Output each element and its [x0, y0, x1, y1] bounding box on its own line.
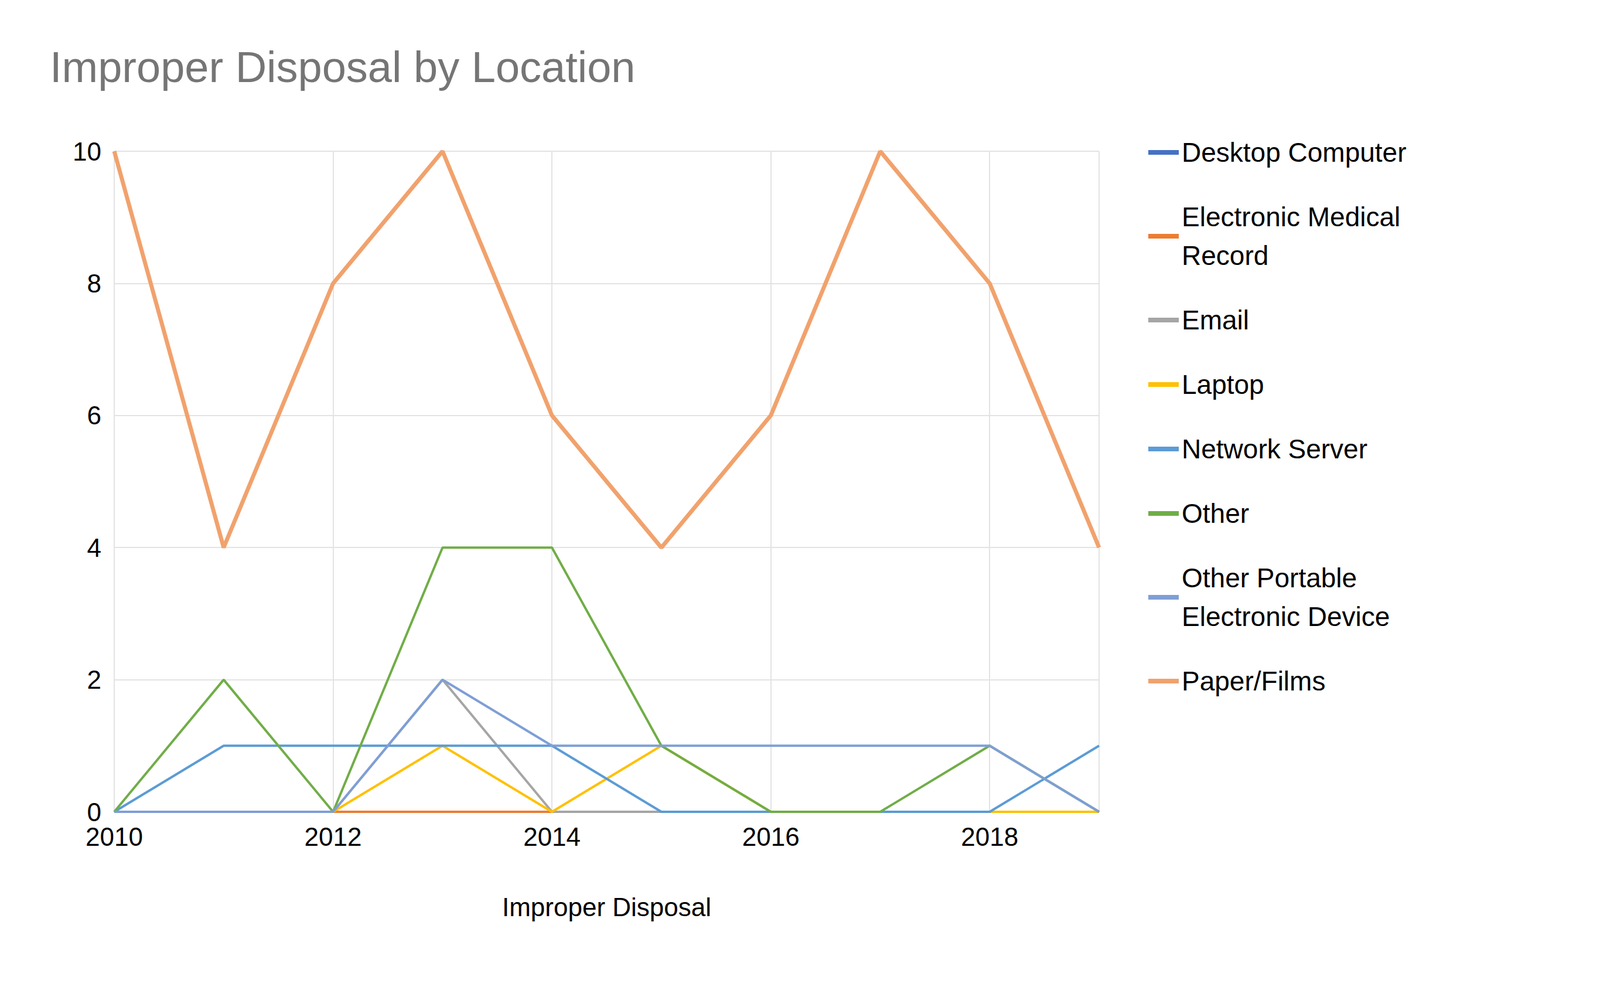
svg-text:Improper Disposal by Location: Improper Disposal by Location — [49, 42, 636, 92]
svg-text:Record: Record — [1181, 240, 1269, 271]
svg-text:2016: 2016 — [742, 821, 800, 851]
svg-text:Other Portable: Other Portable — [1181, 562, 1365, 593]
svg-text:Desktop Computer: Desktop Computer — [1181, 137, 1407, 168]
svg-text:Email: Email — [1181, 304, 1250, 336]
svg-text:2: 2 — [87, 664, 102, 694]
svg-text:0: 0 — [87, 797, 102, 826]
svg-text:Improper Disposal: Improper Disposal — [502, 892, 712, 921]
svg-text:4: 4 — [87, 533, 102, 562]
svg-text:10: 10 — [72, 137, 102, 166]
svg-text:8: 8 — [87, 268, 102, 298]
svg-text:Electronic Device: Electronic Device — [1181, 601, 1390, 632]
svg-text:2010: 2010 — [85, 821, 143, 851]
svg-text:Laptop: Laptop — [1181, 369, 1265, 400]
svg-text:2014: 2014 — [523, 821, 581, 851]
svg-text:Network Server: Network Server — [1181, 433, 1368, 465]
svg-text:Electronic Medical: Electronic Medical — [1181, 201, 1408, 233]
svg-text:6: 6 — [87, 400, 102, 430]
svg-text:2012: 2012 — [304, 821, 363, 851]
svg-text:2018: 2018 — [960, 821, 1019, 851]
svg-text:Paper/Films: Paper/Films — [1181, 665, 1326, 697]
svg-text:Other: Other — [1181, 497, 1250, 529]
